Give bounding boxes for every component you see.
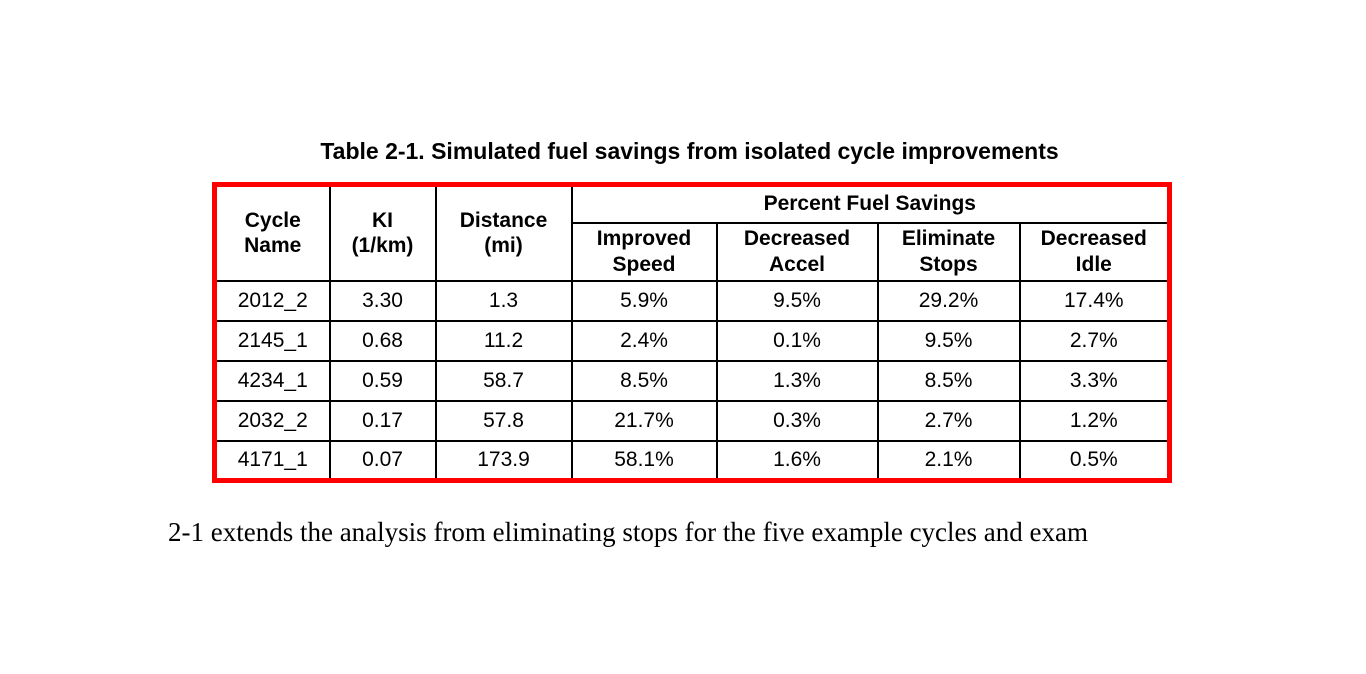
table-cell: 3.3% <box>1018 359 1171 402</box>
col-header-decreased-accel: Decreased Accel <box>715 221 879 282</box>
col-header-decreased-idle: Decreased Idle <box>1018 221 1171 282</box>
table-cell: 2032_2 <box>213 399 331 442</box>
table-cell: 2.1% <box>876 439 1021 482</box>
table-cell: 58.1% <box>570 439 718 482</box>
table-cell: 11.2 <box>434 319 573 362</box>
table-cell: 2145_1 <box>213 319 331 362</box>
group-header-percent-fuel-savings: Percent Fuel Savings <box>570 183 1171 224</box>
table-row: 4234_1 0.59 58.7 8.5% 1.3% 8.5% 3.3% <box>213 359 1171 402</box>
table-cell: 0.1% <box>715 319 879 362</box>
table-cell: 0.5% <box>1018 439 1171 482</box>
table-cell: 1.3 <box>434 279 573 322</box>
col-header-eliminate-stops: Eliminate Stops <box>876 221 1021 282</box>
col-header-cycle-name: Cycle Name <box>213 183 331 282</box>
table-cell: 57.8 <box>434 399 573 442</box>
table-header-row-group: Cycle Name KI (1/km) Distance (mi) Perce… <box>213 183 1171 282</box>
table-cell: 17.4% <box>1018 279 1171 322</box>
col-header-distance: Distance (mi) <box>434 183 573 282</box>
table-header-row-sub: Improved Speed Decreased Accel Eliminate… <box>215 221 1171 282</box>
table-cell: 4171_1 <box>213 439 331 482</box>
table-cell: 0.59 <box>328 359 437 402</box>
table-row: 2012_2 3.30 1.3 5.9% 9.5% 29.2% 17.4% <box>213 279 1171 322</box>
table-row: 2032_2 0.17 57.8 21.7% 0.3% 2.7% 1.2% <box>213 399 1171 442</box>
table-cell: 2012_2 <box>213 279 331 322</box>
table-cell: 0.17 <box>328 399 437 442</box>
table-cell: 4234_1 <box>213 359 331 402</box>
table-cell: 8.5% <box>570 359 718 402</box>
col-header-ki: KI (1/km) <box>328 183 437 282</box>
table-cell: 5.9% <box>570 279 718 322</box>
fuel-savings-table: Cycle Name KI (1/km) Distance (mi) Perce… <box>212 182 1173 483</box>
table-cell: 173.9 <box>434 439 573 482</box>
table-row: 4171_1 0.07 173.9 58.1% 1.6% 2.1% 0.5% <box>213 439 1171 482</box>
table-cell: 9.5% <box>876 319 1021 362</box>
table-cell: 0.3% <box>715 399 879 442</box>
table-cell: 3.30 <box>328 279 437 322</box>
table-row: 2145_1 0.68 11.2 2.4% 0.1% 9.5% 2.7% <box>213 319 1171 362</box>
table-cell: 2.7% <box>876 399 1021 442</box>
table-cell: 58.7 <box>434 359 573 402</box>
table-cell: 2.4% <box>570 319 718 362</box>
table-cell: 1.6% <box>715 439 879 482</box>
table-cell: 0.07 <box>328 439 437 482</box>
table-cell: 1.3% <box>715 359 879 402</box>
table-cell: 29.2% <box>876 279 1021 322</box>
table-caption: Table 2-1. Simulated fuel savings from i… <box>320 138 1059 164</box>
table-cell: 9.5% <box>715 279 879 322</box>
table-cell: 21.7% <box>570 399 718 442</box>
body-text: 2-1 extends the analysis from eliminatin… <box>168 517 1088 547</box>
table-cell: 8.5% <box>876 359 1021 402</box>
table-cell: 2.7% <box>1018 319 1171 362</box>
table-cell: 0.68 <box>328 319 437 362</box>
table-cell: 1.2% <box>1018 399 1171 442</box>
col-header-improved-speed: Improved Speed <box>570 221 718 282</box>
